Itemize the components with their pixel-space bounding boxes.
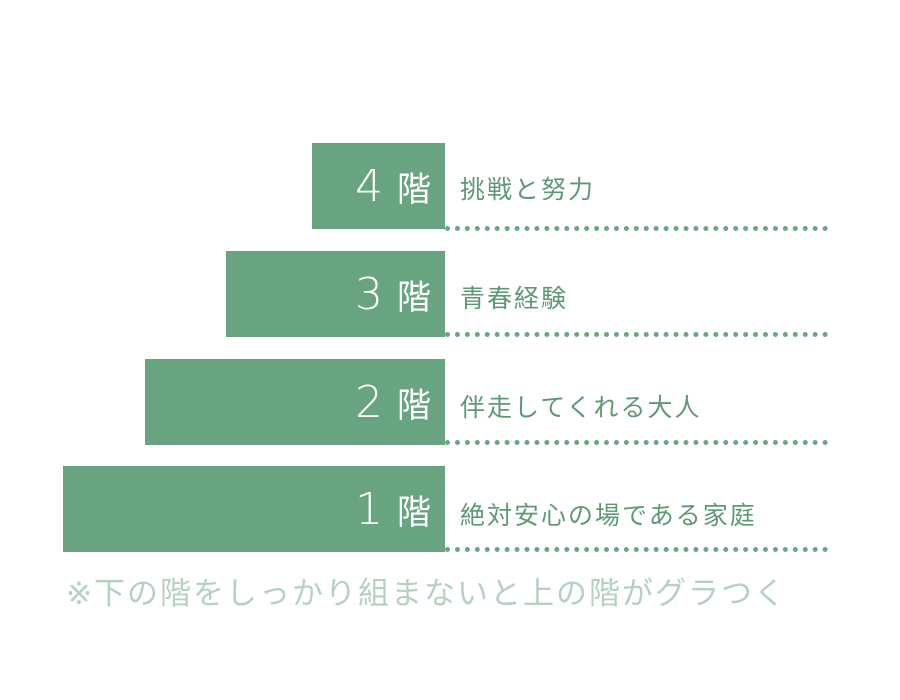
floor-1-dotted-line: [445, 547, 828, 552]
floor-3-dotted-line: [445, 332, 828, 337]
floor-4-label: 挑戦と努力: [460, 175, 596, 204]
floor-unit: 階: [397, 169, 431, 210]
floor-1-label: 絶対安心の場である家庭: [460, 501, 757, 530]
floor-3-label: 青春経験: [460, 284, 569, 313]
floor-number: 3: [355, 268, 383, 320]
floor-4-dotted-line: [445, 226, 828, 231]
floor-unit: 階: [397, 277, 431, 318]
floor-number: 2: [355, 376, 383, 428]
floor-2-dotted-line: [445, 440, 828, 445]
floor-unit: 階: [397, 385, 431, 426]
floor-number: 4: [355, 160, 383, 212]
floor-2-label: 伴走してくれる大人: [460, 393, 702, 422]
footnote: ※下の階をしっかり組まないと上の階がグラつく: [66, 576, 787, 612]
floor-number: 1: [355, 483, 383, 535]
floor-unit: 階: [397, 492, 431, 533]
